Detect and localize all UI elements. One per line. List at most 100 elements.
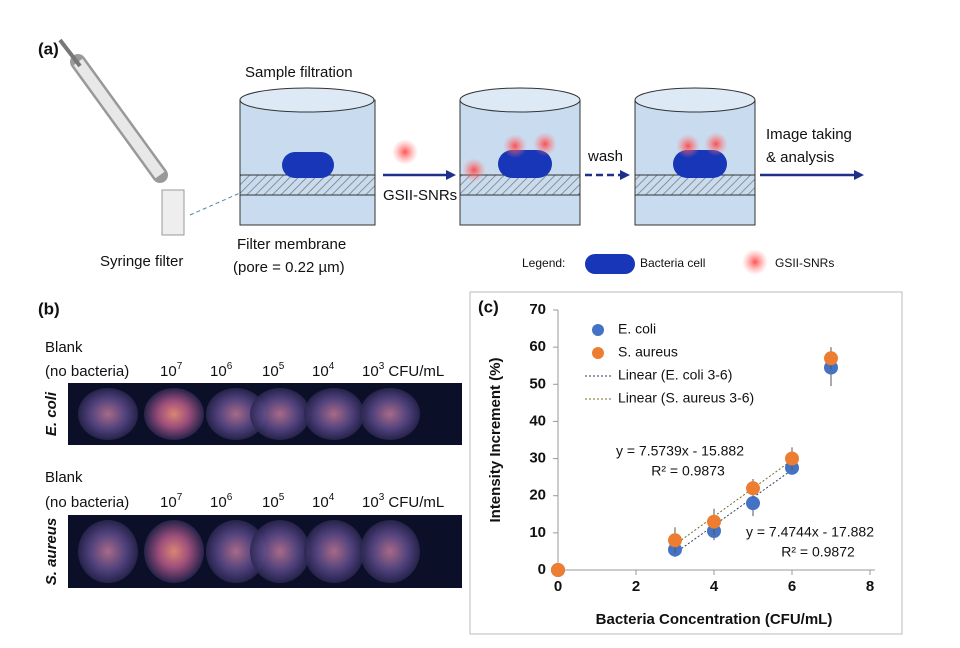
syringe <box>58 38 185 236</box>
exponent: 4 <box>329 361 335 372</box>
step-title: Sample filtration <box>245 64 353 81</box>
caption: (no bacteria) <box>45 494 129 511</box>
arrow-head <box>854 170 864 180</box>
caption: GSII-SNRs <box>383 187 457 204</box>
point <box>551 563 565 577</box>
x-tick-label: 2 <box>632 578 640 595</box>
arrow-head <box>620 170 630 180</box>
point <box>785 451 799 466</box>
y-tick-label: 20 <box>529 487 546 504</box>
well <box>206 520 266 583</box>
legend-marker <box>592 347 604 359</box>
legend-label: S. aureus <box>618 344 678 360</box>
exponent: 6 <box>227 361 233 372</box>
connector <box>189 192 241 216</box>
exponent: 3 <box>379 492 385 503</box>
point <box>668 533 682 548</box>
concentration: 104 <box>312 492 335 511</box>
equation: y = 7.5739x - 15.882 <box>616 443 744 459</box>
row-label: E. coli <box>43 391 60 436</box>
legend-label: GSII-SNRs <box>775 256 834 270</box>
row-label: S. aureus <box>43 518 60 586</box>
caption: wash <box>587 148 623 165</box>
x-tick-label: 6 <box>788 578 796 595</box>
y-tick-label: 0 <box>538 561 546 578</box>
unit: CFU/mL <box>384 363 444 380</box>
well <box>144 520 204 583</box>
base: 10 <box>362 494 379 511</box>
concentration: 106 <box>210 492 233 511</box>
trendline <box>674 469 793 554</box>
base: 10 <box>210 363 227 380</box>
concentration: 104 <box>312 361 335 380</box>
concentration: 105 <box>262 492 285 511</box>
r-squared: R² = 0.9873 <box>651 463 725 479</box>
exponent: 5 <box>279 492 285 503</box>
probe-icon <box>392 139 418 165</box>
well <box>78 388 138 440</box>
caption: Syringe filter <box>100 253 183 270</box>
well <box>206 388 266 440</box>
y-tick-label: 60 <box>529 338 546 355</box>
base: 10 <box>262 494 279 511</box>
concentration: 107 <box>160 492 183 511</box>
y-axis-label: Intensity Increment (%) <box>487 357 504 522</box>
x-tick-label: 4 <box>710 578 719 595</box>
cylinder <box>239 87 376 226</box>
well <box>304 388 364 440</box>
caption: Filter membrane <box>237 236 346 253</box>
arrow-head <box>446 170 456 180</box>
caption: (no bacteria) <box>45 363 129 380</box>
well <box>360 520 420 583</box>
y-tick-label: 70 <box>529 301 546 318</box>
point <box>746 496 760 511</box>
caption: Blank <box>45 339 83 356</box>
y-tick-label: 30 <box>529 450 546 467</box>
point <box>824 351 838 366</box>
exponent: 7 <box>177 361 183 372</box>
equation: y = 7.4744x - 17.882 <box>746 524 874 540</box>
well <box>304 520 364 583</box>
exponent: 5 <box>279 361 285 372</box>
trendline <box>674 459 793 545</box>
y-tick-label: 40 <box>529 412 546 429</box>
caption: Image taking <box>766 126 852 143</box>
y-tick-label: 50 <box>529 375 546 392</box>
caption: & analysis <box>766 149 834 166</box>
panel-label: (c) <box>478 297 499 316</box>
filter-icon <box>161 189 185 236</box>
exponent: 3 <box>379 361 385 372</box>
concentration: 106 <box>210 361 233 380</box>
y-tick-label: 10 <box>529 524 546 541</box>
legend-label: Linear (S. aureus 3-6) <box>618 390 754 406</box>
point <box>707 514 721 529</box>
well <box>360 388 420 440</box>
panel-label: (a) <box>38 39 59 58</box>
x-tick-label: 0 <box>554 578 562 595</box>
legend-label: Linear (E. coli 3-6) <box>618 367 732 383</box>
r-squared: R² = 0.9872 <box>781 544 855 560</box>
cylinder <box>634 87 756 226</box>
point <box>746 481 760 496</box>
x-tick-label: 8 <box>866 578 874 595</box>
exponent: 7 <box>177 492 183 503</box>
cylinder <box>459 87 581 226</box>
legend-swatch <box>742 249 768 275</box>
base: 10 <box>362 363 379 380</box>
concentration: 103 CFU/mL <box>362 492 444 511</box>
base: 10 <box>312 363 329 380</box>
x-axis-label: Bacteria Concentration (CFU/mL) <box>596 611 833 628</box>
legend-marker <box>592 324 604 336</box>
base: 10 <box>210 494 227 511</box>
base: 10 <box>262 363 279 380</box>
legend-title: Legend: <box>522 256 565 270</box>
base: 10 <box>160 363 177 380</box>
exponent: 6 <box>227 492 233 503</box>
base: 10 <box>312 494 329 511</box>
chart-frame <box>469 291 903 635</box>
well <box>144 388 204 440</box>
concentration: 105 <box>262 361 285 380</box>
caption: (pore = 0.22 µm) <box>233 259 345 276</box>
legend-label: E. coli <box>618 321 656 337</box>
